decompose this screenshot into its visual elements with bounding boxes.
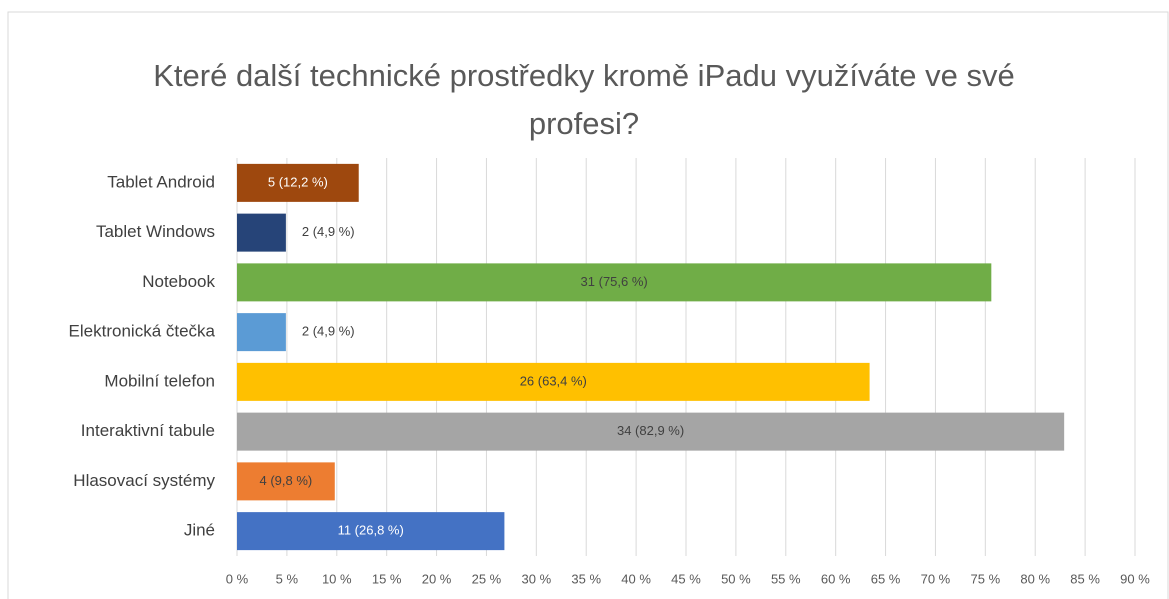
x-tick-label: 80 % bbox=[1020, 571, 1050, 586]
y-tick-label: Notebook bbox=[142, 272, 215, 291]
bar bbox=[237, 163, 359, 202]
x-tick-label: 25 % bbox=[472, 571, 502, 586]
x-tick-label: 35 % bbox=[571, 571, 601, 586]
y-tick-label: Hlasovací systémy bbox=[73, 471, 215, 490]
y-tick-label: Jiné bbox=[184, 521, 215, 540]
value-label: 34 (82,9 %) bbox=[617, 423, 684, 438]
value-label: 11 (26,8 %) bbox=[338, 523, 404, 538]
x-tick-label: 40 % bbox=[621, 571, 651, 586]
y-tick-label: Tablet Windows bbox=[96, 222, 215, 241]
bar bbox=[237, 362, 870, 401]
x-tick-label: 85 % bbox=[1070, 571, 1100, 586]
value-label: 31 (75,6 %) bbox=[581, 274, 648, 289]
y-tick-label: Tablet Android bbox=[107, 172, 215, 191]
value-label: 26 (63,4 %) bbox=[520, 373, 587, 388]
x-tick-label: 50 % bbox=[721, 571, 751, 586]
value-label: 4 (9,8 %) bbox=[260, 473, 313, 488]
bar bbox=[237, 462, 335, 501]
y-tick-label: Interaktivní tabule bbox=[81, 421, 215, 440]
x-tick-label: 15 % bbox=[372, 571, 402, 586]
bar bbox=[237, 412, 1065, 451]
chart-border bbox=[7, 11, 1169, 599]
x-tick-label: 75 % bbox=[971, 571, 1001, 586]
y-tick-label: Elektronická čtečka bbox=[69, 322, 216, 341]
x-tick-label: 20 % bbox=[422, 571, 452, 586]
x-tick-label: 5 % bbox=[276, 571, 299, 586]
x-tick-label: 70 % bbox=[921, 571, 951, 586]
bar bbox=[237, 512, 505, 551]
value-label: 5 (12,2 %) bbox=[268, 174, 328, 189]
y-tick-label: Mobilní telefon bbox=[104, 371, 215, 390]
x-tick-label: 55 % bbox=[771, 571, 801, 586]
x-tick-label: 90 % bbox=[1120, 571, 1150, 586]
value-label: 2 (4,9 %) bbox=[302, 324, 355, 339]
bar bbox=[237, 213, 286, 252]
x-tick-label: 0 % bbox=[226, 571, 249, 586]
value-label: 2 (4,9 %) bbox=[302, 224, 355, 239]
bar bbox=[237, 263, 992, 302]
x-tick-label: 65 % bbox=[871, 571, 901, 586]
bar bbox=[237, 313, 286, 352]
x-tick-label: 45 % bbox=[671, 571, 701, 586]
x-tick-label: 10 % bbox=[322, 571, 352, 586]
x-tick-label: 60 % bbox=[821, 571, 851, 586]
x-tick-label: 30 % bbox=[522, 571, 552, 586]
chart-title: Které další technické prostředky kromě i… bbox=[153, 58, 1015, 141]
